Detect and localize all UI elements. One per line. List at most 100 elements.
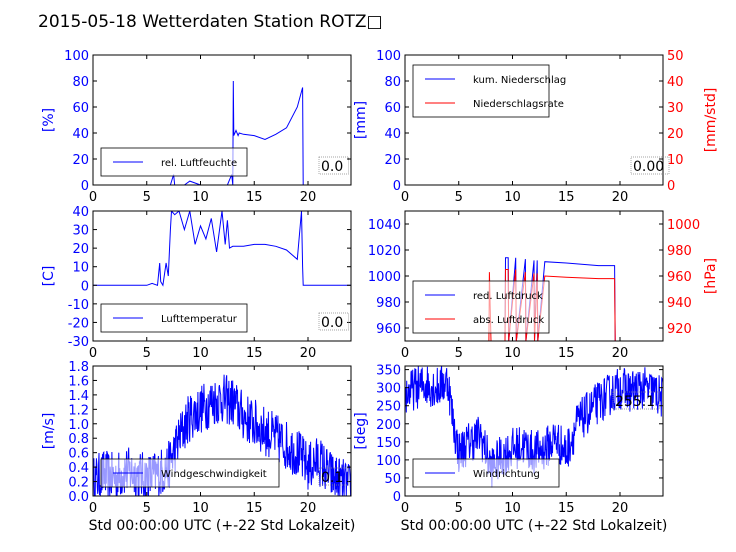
y-tick-label-right: 920 [667,322,692,337]
y-axis-label-right: [hPa] [703,258,719,294]
y-tick-label: 0.6 [68,447,89,462]
chart-pressure: 0 5 10 15 20 960 980 1000 1020 1040 920 940 960 980 10… [368,210,719,361]
y-tick-label: 30 [72,224,89,239]
y-tick-label: 60 [384,101,401,116]
corner-value-text: 0.0 [321,315,343,331]
series-group [93,374,351,496]
corner-value: 0.0 [318,312,349,331]
y-tick-label: 1020 [368,244,401,259]
legend-label-1: Windgeschwindigkeit [161,469,267,480]
y-tick-label: 0 [393,490,401,505]
y-tick-label: 200 [376,418,401,433]
legend-label-2: Niederschlagsrate [473,99,564,110]
x-tick-label: 0 [89,190,97,205]
corner-value: 0.1 [318,467,349,486]
y-tick-label: -10 [68,298,89,313]
series-group [93,211,351,287]
y-tick-label: -30 [68,335,89,350]
x-tick-label: 5 [455,190,463,205]
y-tick-label: 0.2 [68,476,89,491]
y-tick-label: 40 [384,127,401,142]
y-axis-label: [deg] [353,412,369,449]
y-tick-label: -20 [68,316,89,331]
x-tick-label: 15 [246,346,263,361]
y-tick-label-right: 940 [667,296,692,311]
legend-label-1: red. Luftdruck [473,291,543,302]
x-tick-label: 5 [143,190,151,205]
y-tick-label: 0.4 [68,461,89,476]
y-tick-label-right: 960 [667,270,692,285]
x-tick-label: 5 [455,501,463,516]
corner-value-text: 0.0 [321,159,343,175]
x-tick-label: 15 [558,501,575,516]
x-tick-label: 20 [300,501,317,516]
y-tick-label-right: 0 [667,179,675,194]
series-line-1 [93,80,351,185]
legend-label-1: Lufttemperatur [161,314,238,325]
y-tick-label-right: 30 [667,101,684,116]
x-tick-label: 15 [558,346,575,361]
y-tick-label: 150 [376,436,401,451]
plot-frame [404,365,664,497]
y-axis-label: [%] [41,108,57,132]
x-tick-label: 10 [192,501,209,516]
legend-frame [412,64,550,118]
y-tick-label: 100 [64,49,89,64]
x-tick-label: 5 [143,346,151,361]
plot-frame [404,54,664,186]
y-axis-label: [mm] [353,101,369,139]
y-tick-label-right: 20 [667,127,684,142]
corner-value: 255.1 [612,391,660,410]
y-tick-label: 300 [376,382,401,397]
chart-wind_speed: 0 5 10 15 20 0.00.20.40.60.81.01.21.41.61.8 [m… [41,360,355,534]
corner-value-frame [318,312,349,331]
y-tick-label: 350 [376,364,401,379]
plot-frame [92,54,352,186]
x-tick-label: 15 [246,501,263,516]
x-tick-label: 10 [192,190,209,205]
x-tick-label: 10 [192,346,209,361]
y-tick-label: 40 [72,127,89,142]
figure-title: 2015-05-18 Wetterdaten Station ROTZ□ [38,12,383,32]
y-tick-label: 0.8 [68,432,89,447]
legend-label-1: rel. Luftfeuchte [161,158,237,169]
legend-label-2: abs. Luftdruck [473,315,544,326]
y-tick-label: 1.4 [68,389,89,404]
y-tick-label: 100 [376,49,401,64]
y-tick-label-right: 10 [667,153,684,168]
x-tick-label: 5 [143,501,151,516]
y-tick-label: 20 [384,153,401,168]
plot-frame [92,365,352,497]
x-tick-label: 10 [504,190,521,205]
y-tick-label-right: 50 [667,49,684,64]
x-tick-label: 10 [504,346,521,361]
legend: Lufttemperatur [100,303,248,333]
y-tick-label: 1.0 [68,418,89,433]
y-axis-label-right: [mm/std] [703,88,719,153]
legend-label-1: kum. Niederschlag [473,75,566,86]
x-axis-label: Std 00:00:00 UTC (+-22 Std Lokalzeit) [401,518,668,534]
x-tick-label: 0 [89,501,97,516]
chart-humidity: 0 5 10 15 20 0 20 40 60 80 100 [%] rel. Luftfeuchte 0… [41,49,352,205]
x-tick-label: 15 [558,190,575,205]
plot-frame [92,210,352,342]
x-tick-label: 15 [246,190,263,205]
y-tick-label: 0.0 [68,490,89,505]
corner-value-frame [612,391,660,410]
y-tick-label: 50 [384,472,401,487]
y-tick-label-right: 40 [667,75,684,90]
x-tick-label: 0 [401,346,409,361]
x-axis-label: Std 00:00:00 UTC (+-22 Std Lokalzeit) [89,518,356,534]
corner-value-frame [318,467,349,486]
y-tick-label: 0 [81,279,89,294]
x-tick-label: 0 [401,190,409,205]
legend: red. Luftdruck abs. Luftdruck [412,280,550,334]
x-tick-label: 0 [401,501,409,516]
y-tick-label-right: 980 [667,244,692,259]
corner-value-text: 0.1 [321,470,343,486]
y-tick-label: 20 [72,153,89,168]
y-tick-label: 10 [72,261,89,276]
